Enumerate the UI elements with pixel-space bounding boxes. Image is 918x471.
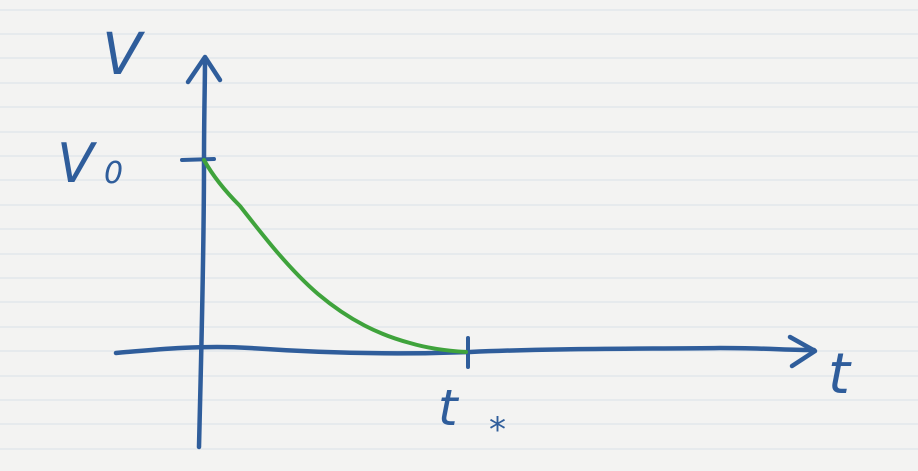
x-tick-subscript: * (489, 410, 506, 450)
y-tick-subscript: 0 (104, 156, 123, 191)
decay-curve (202, 158, 468, 354)
x-axis-arrowhead (787, 334, 818, 369)
y-axis-label: V (102, 20, 146, 88)
ruled-lines (0, 9, 918, 450)
y-tick-label: V (57, 132, 98, 195)
y-axis-arrowhead (185, 54, 223, 85)
y-tick-mark (180, 157, 216, 162)
x-tick-label: t (438, 379, 460, 437)
x-axis-label: t (828, 342, 852, 407)
y-axis-line (196, 55, 208, 450)
